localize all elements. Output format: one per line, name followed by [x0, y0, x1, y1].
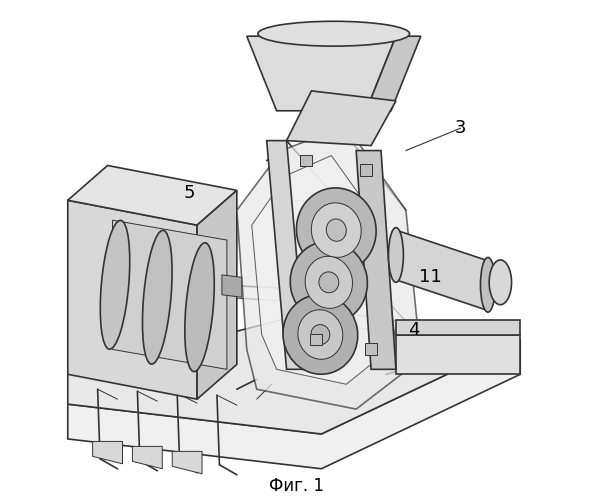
Ellipse shape: [185, 243, 214, 372]
Ellipse shape: [388, 228, 403, 282]
Ellipse shape: [319, 272, 339, 292]
Ellipse shape: [326, 219, 346, 242]
Polygon shape: [68, 310, 520, 434]
Polygon shape: [68, 166, 237, 225]
Text: 11: 11: [419, 268, 442, 286]
Ellipse shape: [296, 188, 376, 272]
Ellipse shape: [290, 242, 368, 324]
Bar: [360, 164, 372, 176]
Polygon shape: [366, 36, 421, 111]
Polygon shape: [68, 340, 520, 469]
Text: 3: 3: [455, 119, 466, 137]
Polygon shape: [172, 452, 202, 474]
Polygon shape: [396, 320, 520, 334]
Polygon shape: [356, 150, 396, 370]
Polygon shape: [197, 190, 237, 399]
Polygon shape: [93, 442, 123, 464]
Ellipse shape: [311, 203, 361, 258]
Bar: [310, 334, 323, 345]
Polygon shape: [113, 220, 227, 370]
Text: 4: 4: [407, 320, 419, 338]
Polygon shape: [396, 334, 520, 374]
Text: 5: 5: [184, 184, 195, 202]
Polygon shape: [237, 126, 421, 409]
Ellipse shape: [142, 230, 172, 364]
Ellipse shape: [311, 324, 330, 344]
Polygon shape: [396, 230, 486, 310]
Text: Фиг. 1: Фиг. 1: [269, 477, 324, 495]
Ellipse shape: [305, 256, 352, 308]
Ellipse shape: [489, 260, 512, 304]
Ellipse shape: [283, 295, 358, 374]
Polygon shape: [222, 275, 242, 297]
Polygon shape: [68, 200, 197, 399]
Ellipse shape: [298, 310, 343, 360]
Ellipse shape: [100, 220, 130, 349]
Polygon shape: [247, 36, 396, 111]
Polygon shape: [286, 91, 396, 146]
Ellipse shape: [480, 258, 495, 312]
Polygon shape: [252, 156, 396, 384]
Ellipse shape: [258, 22, 410, 46]
Bar: [301, 154, 313, 166]
Polygon shape: [267, 140, 307, 370]
Bar: [365, 344, 377, 355]
Polygon shape: [132, 446, 162, 469]
